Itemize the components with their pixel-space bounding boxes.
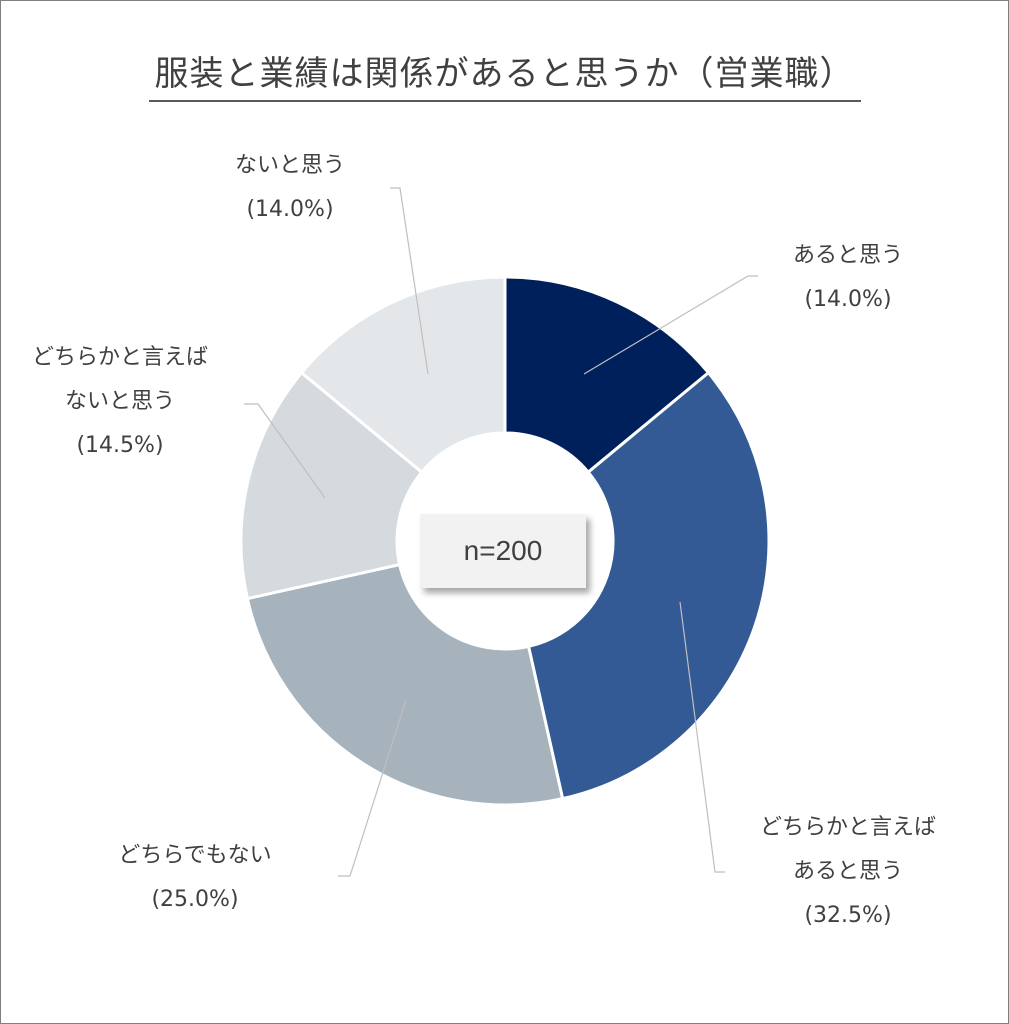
leader-line-1	[679, 601, 725, 873]
sample-size-box: n=200	[420, 514, 586, 588]
pie-slice-0	[503, 275, 711, 475]
slice-pct-label-4-1: (14.0%)	[246, 197, 333, 222]
slice-label-1-1: あると思う	[793, 859, 903, 884]
leader-line-4	[390, 187, 429, 375]
slice-pct-label-3-2: (14.5%)	[76, 433, 163, 458]
slice-label-1-0: どちらかと言えば	[760, 815, 936, 840]
slice-pct-label-2-1: (25.0%)	[151, 887, 238, 912]
slice-label-0-0: あると思う	[793, 243, 903, 268]
pie-slice-2	[245, 562, 565, 807]
slice-label-4-0: ないと思う	[235, 153, 345, 178]
slice-label-3-1: ないと思う	[65, 389, 175, 414]
pie-slice-4	[299, 275, 507, 475]
leader-line-3	[244, 403, 326, 499]
chart-title: 服装と業績は関係があると思うか（営業職）	[0, 46, 1009, 102]
slice-label-2-0: どちらでもない	[118, 843, 271, 868]
slice-pct-label-0-1: (14.0%)	[804, 287, 891, 312]
pie-slice-3	[239, 370, 424, 601]
slice-label-3-0: どちらかと言えば	[32, 345, 208, 370]
slice-pct-label-1-2: (32.5%)	[804, 903, 891, 928]
leader-line-2	[338, 699, 407, 877]
leader-line-0	[583, 275, 758, 375]
pie-slice-1	[526, 370, 771, 801]
chart-title-text: 服装と業績は関係があると思うか（営業職）	[148, 54, 861, 102]
sample-size-label: n=200	[463, 535, 543, 566]
